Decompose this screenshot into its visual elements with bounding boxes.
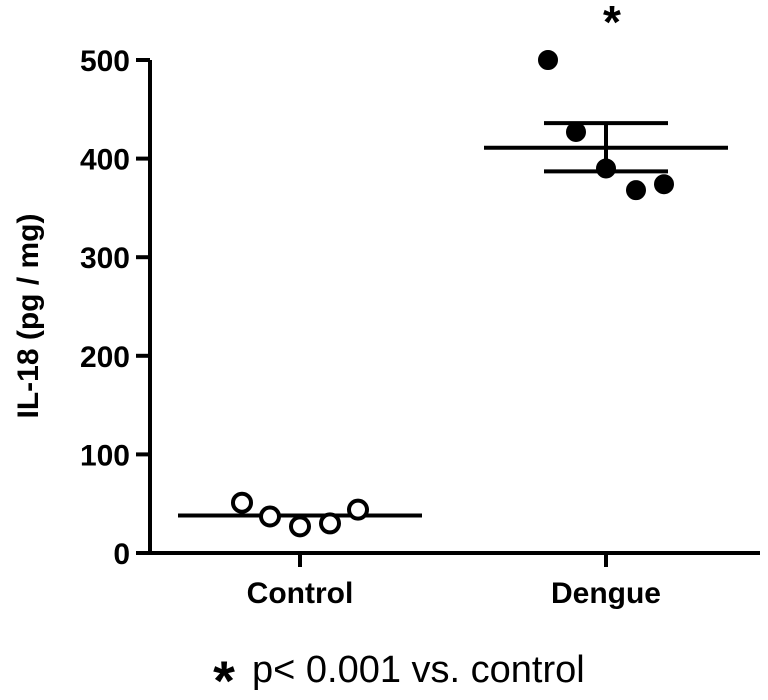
data-point [259, 505, 281, 528]
data-point [596, 158, 616, 179]
data-point [538, 50, 558, 70]
y-tick-label: 0 [113, 538, 130, 571]
y-tick-label: 200 [80, 341, 130, 374]
y-axis: 0 100 200 300 400 500 [80, 45, 152, 571]
data-point [626, 180, 646, 201]
x-axis: Control Dengue [148, 551, 760, 610]
footnote-symbol: * [213, 649, 235, 700]
data-marks [178, 50, 728, 538]
y-tick-label: 100 [80, 439, 130, 472]
data-point [347, 498, 369, 521]
footnote-text: p< 0.001 vs. control [252, 649, 585, 691]
y-axis-label: IL-18 (pg / mg) [12, 214, 45, 419]
data-point [231, 491, 253, 514]
y-tick-label: 300 [80, 242, 130, 275]
data-point [319, 512, 341, 535]
significance-asterisk: * [603, 0, 621, 48]
y-tick-label: 400 [80, 144, 130, 177]
data-point [654, 174, 674, 195]
data-point [289, 515, 311, 538]
x-tick-label: Control [247, 577, 354, 610]
data-point [566, 121, 586, 142]
y-tick-label: 500 [80, 45, 130, 78]
x-tick-label: Dengue [551, 577, 661, 610]
